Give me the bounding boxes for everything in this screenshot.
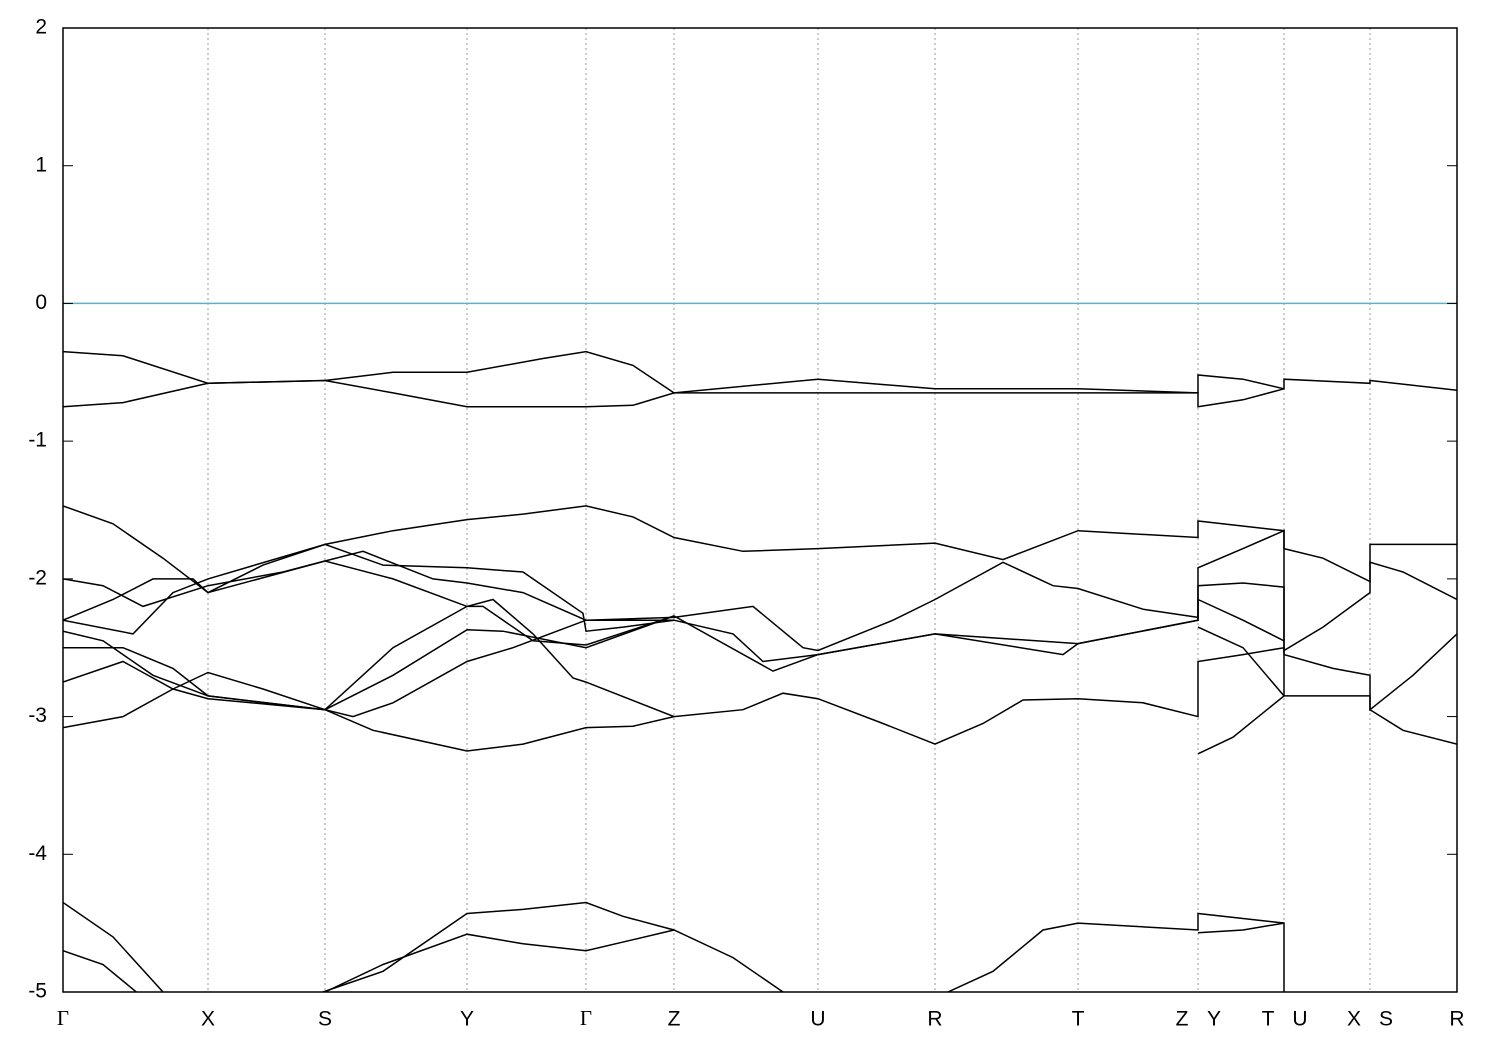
y-tick-label: -4 <box>28 842 47 865</box>
y-tick-label: -5 <box>28 980 47 1003</box>
band-line <box>63 619 674 729</box>
x-tick-label: R <box>1449 1008 1464 1031</box>
x-tick-label: T <box>1072 1008 1085 1031</box>
x-tick-label: U <box>1292 1008 1307 1031</box>
x-tick-label: Γ <box>57 1006 69 1030</box>
x-tick-label: S <box>1379 1008 1393 1031</box>
x-tick-label: R <box>927 1008 942 1031</box>
y-tick-label: 0 <box>35 291 47 314</box>
band-line <box>63 379 1285 408</box>
plot-frame <box>62 27 1458 993</box>
band-line <box>63 529 1457 652</box>
x-tick-label: Y <box>1207 1008 1221 1031</box>
band-line <box>63 598 1457 745</box>
y-tick-label: -2 <box>28 566 47 589</box>
y-tick-label: -1 <box>28 429 47 452</box>
band-line <box>63 543 1457 712</box>
y-tick-label: 1 <box>35 153 47 176</box>
plot-area <box>63 28 1457 992</box>
band-line <box>63 630 675 752</box>
x-tick-label: T <box>1262 1008 1275 1031</box>
band-line <box>1197 695 1285 755</box>
x-tick-label: Γ <box>580 1006 592 1030</box>
band-line <box>1197 626 1285 697</box>
band-line <box>63 505 1457 594</box>
y-tick-label: -3 <box>28 704 47 727</box>
x-tick-label: Z <box>1176 1008 1189 1031</box>
band-line <box>1197 922 1285 934</box>
x-tick-label: X <box>1347 1008 1361 1031</box>
x-tick-label: S <box>318 1008 332 1031</box>
y-tick-label: 2 <box>35 16 47 39</box>
band-line <box>63 350 1457 394</box>
x-tick-label: X <box>201 1008 215 1031</box>
x-tick-label: Y <box>460 1008 474 1031</box>
x-tick-label: Z <box>668 1008 681 1031</box>
x-tick-label: U <box>810 1008 825 1031</box>
band-line <box>63 901 1285 992</box>
band-line <box>63 929 675 992</box>
band-line <box>63 615 675 711</box>
